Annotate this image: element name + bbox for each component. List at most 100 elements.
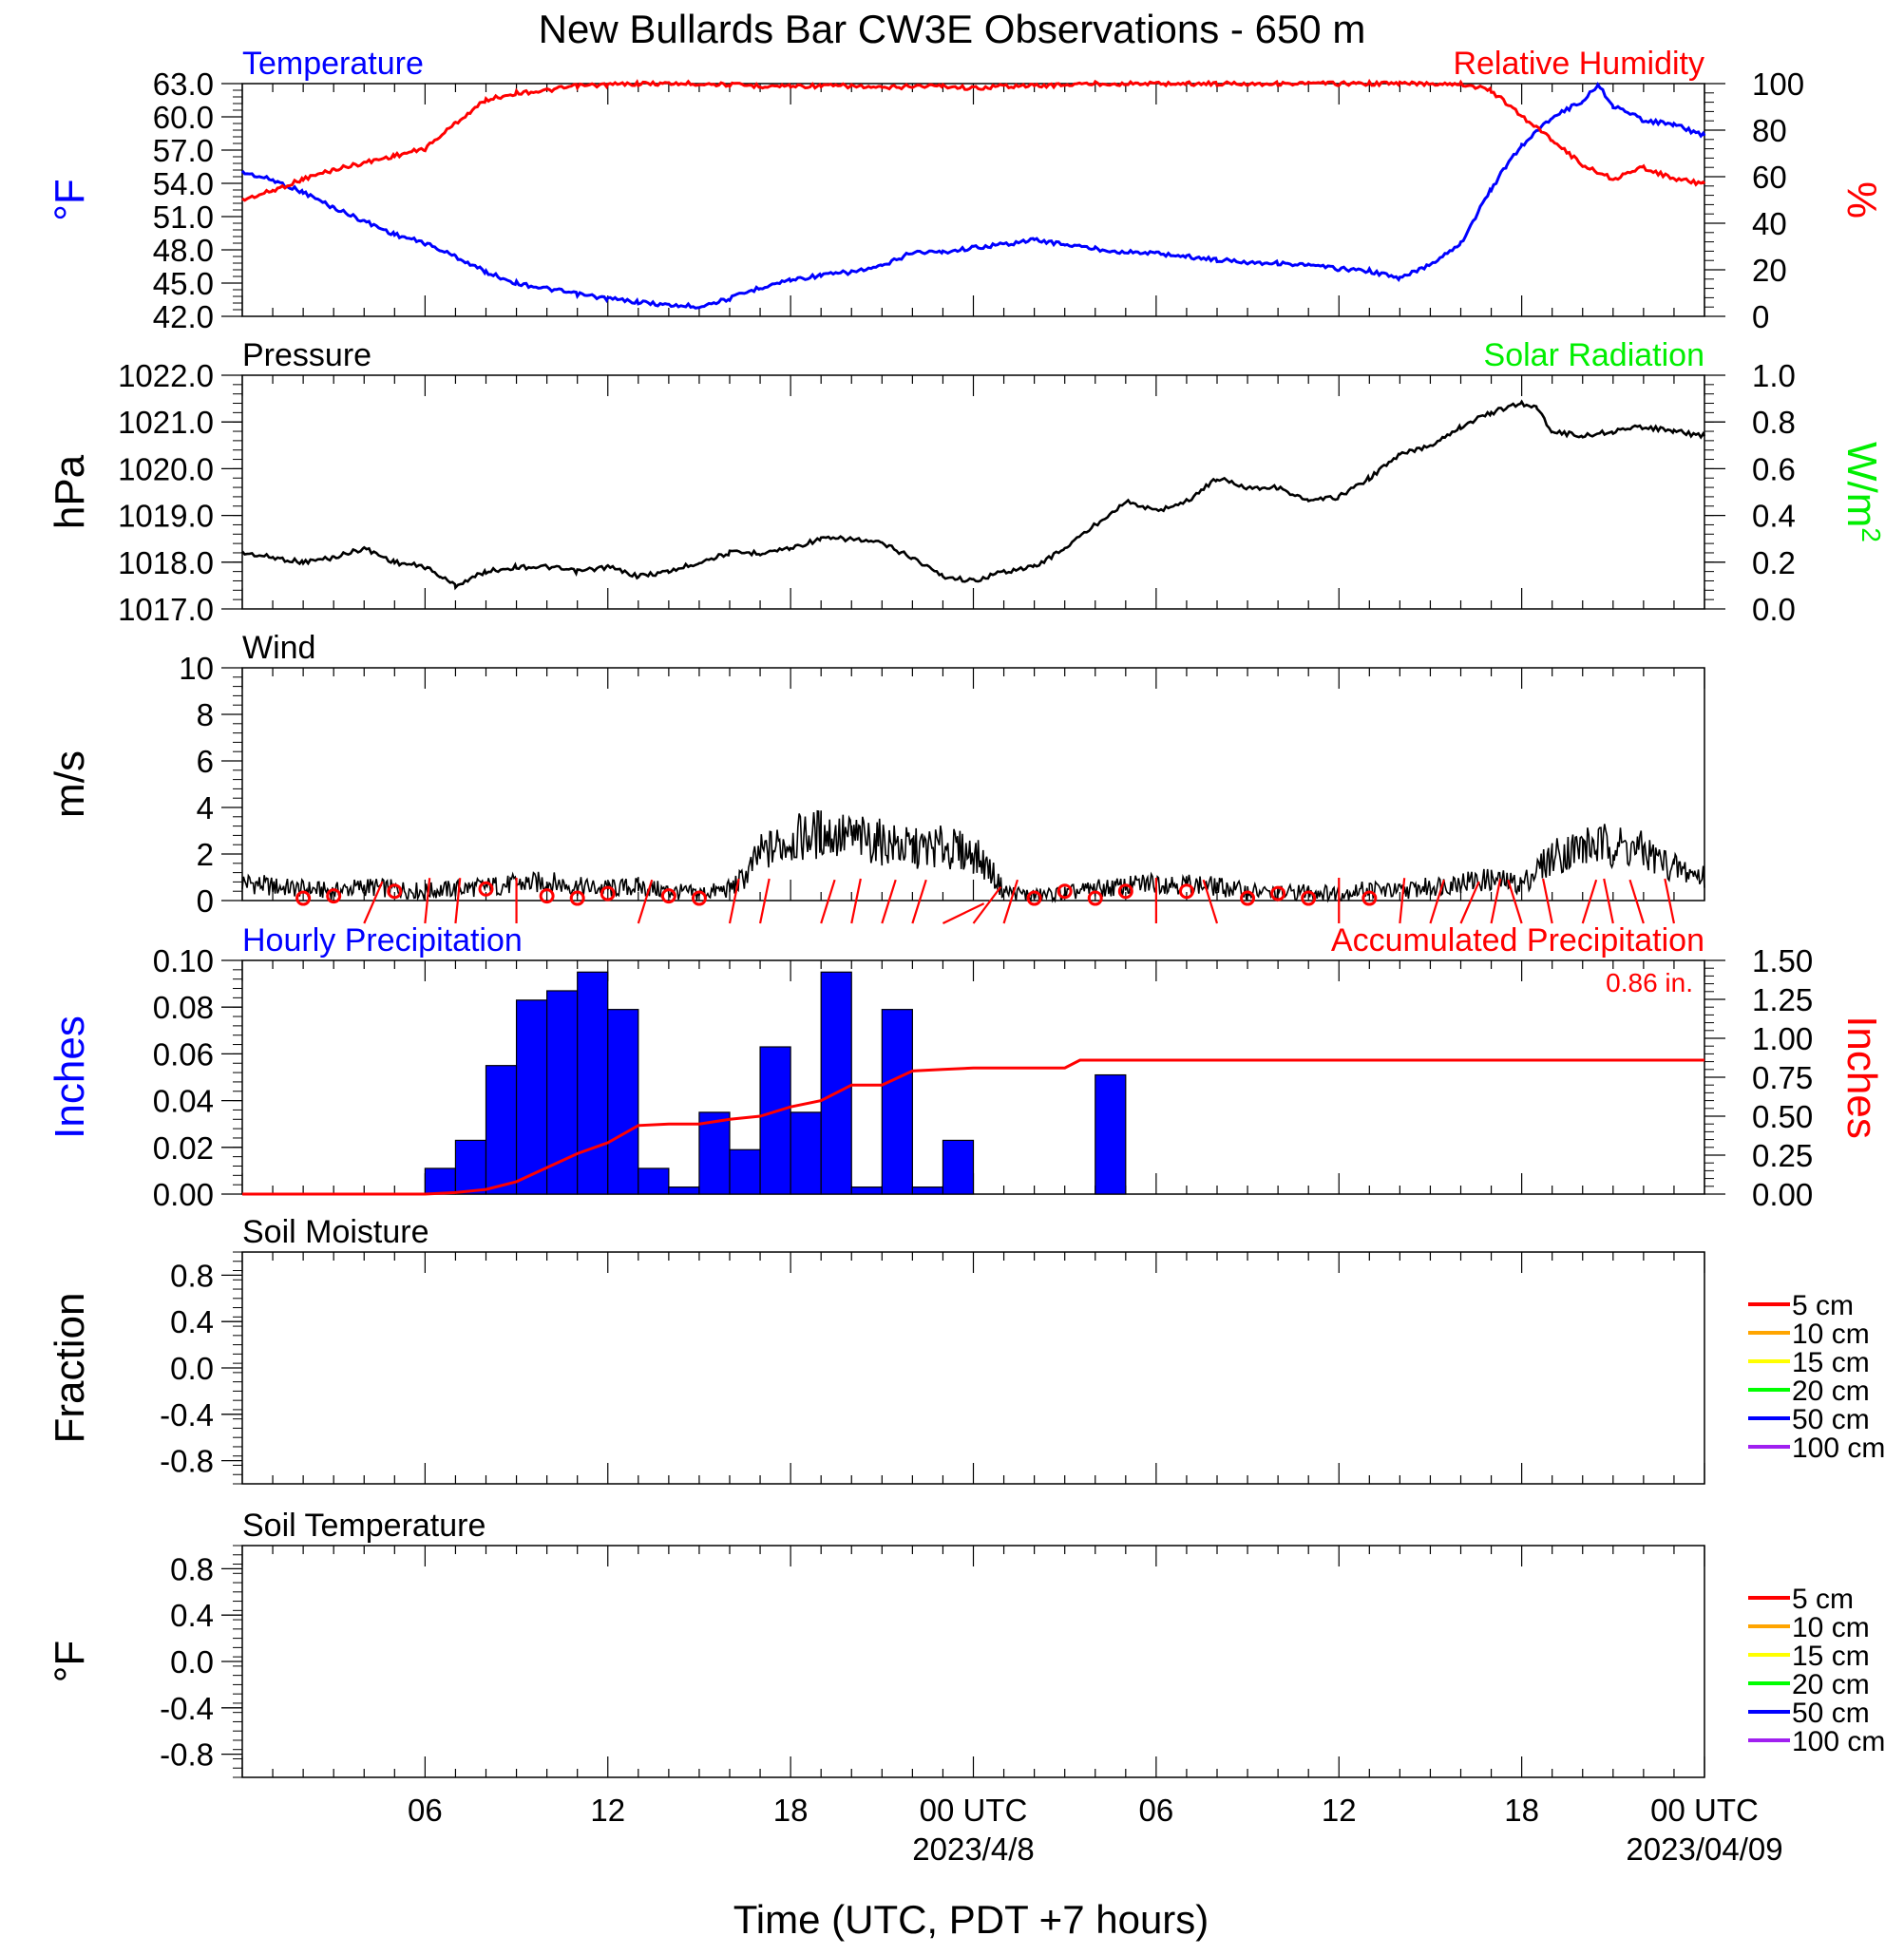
left-axis-label: Fraction bbox=[47, 1293, 93, 1444]
legend-label: 10 cm bbox=[1792, 1612, 1870, 1643]
right-axis-label-superscript: 2 bbox=[1857, 527, 1887, 542]
hourly-precip-bar bbox=[698, 1111, 731, 1195]
left-axis-label: hPa bbox=[47, 454, 93, 529]
right-tick-label: 1.0 bbox=[1752, 358, 1796, 393]
left-tick-label: 0.8 bbox=[170, 1551, 214, 1586]
hourly-precip-bar bbox=[850, 1186, 883, 1195]
wind-barb bbox=[1002, 879, 1019, 924]
wind-barb bbox=[1581, 879, 1598, 924]
hourly-precip-bar bbox=[454, 1139, 487, 1195]
left-tick-label: 1020.0 bbox=[118, 451, 214, 486]
left-tick-label: 0.06 bbox=[153, 1036, 214, 1072]
left-axis-label: °F bbox=[47, 1641, 93, 1682]
wind-barb bbox=[758, 878, 771, 924]
x-tick-label: 12 bbox=[590, 1793, 625, 1828]
right-tick-label: 0.2 bbox=[1752, 545, 1796, 580]
right-axis-label: Inches bbox=[1838, 1015, 1885, 1139]
wind-calm-marker bbox=[1117, 883, 1133, 900]
left-tick-label: 0.8 bbox=[170, 1258, 214, 1293]
hourly-precip-bar bbox=[1095, 1073, 1127, 1195]
panel-frame bbox=[241, 374, 1705, 610]
panel-right-title: Solar Radiation bbox=[1484, 337, 1704, 373]
hourly-precip-bar bbox=[729, 1148, 761, 1195]
wind-barb bbox=[454, 878, 462, 924]
wind-barb bbox=[1603, 878, 1614, 924]
right-tick-label: 0.8 bbox=[1752, 405, 1796, 440]
right-axis-label: W/m2 bbox=[1838, 442, 1887, 542]
x-tick-label: 00 UTC bbox=[1650, 1793, 1759, 1828]
left-axis-label: °F bbox=[47, 179, 93, 220]
hourly-precip-bar bbox=[668, 1186, 700, 1195]
left-tick-label: -0.8 bbox=[160, 1737, 214, 1773]
left-tick-label: 1019.0 bbox=[118, 499, 214, 534]
right-tick-label: 0.0 bbox=[1752, 592, 1796, 627]
legend-label: 100 cm bbox=[1792, 1433, 1885, 1464]
right-tick-label: 60 bbox=[1752, 160, 1787, 195]
pressure-solar-panel: 1017.0 1018.0 1019.0 1020.0 1021.0 1022.0 0.0 0… bbox=[47, 337, 1887, 627]
wind-calm-marker bbox=[387, 883, 403, 900]
left-tick-label: 0.0 bbox=[170, 1644, 214, 1680]
left-tick-label: 4 bbox=[197, 790, 214, 826]
hourly-precip-bar bbox=[515, 999, 548, 1195]
left-tick-label: 57.0 bbox=[153, 133, 214, 168]
left-tick-label: 10 bbox=[179, 651, 214, 686]
hourly-precip-bar bbox=[424, 1167, 457, 1195]
right-tick-label: 0.25 bbox=[1752, 1138, 1813, 1173]
hourly-precip-bar bbox=[881, 1009, 913, 1195]
hourly-precip-bar bbox=[546, 990, 579, 1195]
right-tick-label: 0.00 bbox=[1752, 1177, 1813, 1212]
left-tick-label: 6 bbox=[197, 744, 214, 779]
right-tick-label: 0 bbox=[1752, 299, 1769, 334]
wind-calm-marker bbox=[1057, 883, 1073, 900]
right-axis-label: % bbox=[1838, 181, 1885, 218]
left-axis-label: m/s bbox=[47, 750, 93, 818]
hourly-precip-bar bbox=[607, 1009, 639, 1195]
left-tick-label: 0.08 bbox=[153, 990, 214, 1025]
right-tick-label: 1.50 bbox=[1752, 943, 1813, 978]
wind-barb bbox=[1459, 881, 1480, 924]
left-tick-label: 51.0 bbox=[153, 199, 214, 235]
x-tick-label: 06 bbox=[1139, 1793, 1174, 1828]
wind-calm-marker bbox=[1361, 890, 1378, 906]
wind-barb bbox=[1542, 878, 1553, 924]
legend-label: 10 cm bbox=[1792, 1319, 1870, 1350]
wind-calm-marker bbox=[539, 888, 555, 904]
left-tick-label: 0.0 bbox=[170, 1351, 214, 1386]
humidity-line bbox=[241, 78, 1706, 202]
legend-label: 5 cm bbox=[1792, 1584, 1854, 1615]
legend-label: 15 cm bbox=[1792, 1347, 1870, 1378]
panel-left-title: Wind bbox=[242, 630, 315, 666]
x-date-label: 2023/04/09 bbox=[1626, 1832, 1782, 1867]
x-tick-label: 12 bbox=[1322, 1793, 1357, 1828]
left-tick-label: 1022.0 bbox=[118, 358, 214, 393]
panel-left-title: Temperature bbox=[242, 46, 424, 82]
x-date-label: 2023/4/8 bbox=[912, 1832, 1034, 1867]
left-tick-label: 42.0 bbox=[153, 299, 214, 334]
left-tick-label: 0.04 bbox=[153, 1084, 214, 1119]
legend-label: 5 cm bbox=[1792, 1290, 1854, 1321]
wind-barb bbox=[1628, 879, 1645, 924]
right-tick-label: 0.4 bbox=[1752, 499, 1796, 534]
legend-label: 15 cm bbox=[1792, 1641, 1870, 1672]
wind-barb bbox=[972, 885, 1002, 924]
wind-calm-marker bbox=[660, 888, 676, 904]
wind-barb bbox=[1429, 879, 1445, 924]
left-tick-label: 0.4 bbox=[170, 1304, 214, 1339]
precipitation-panel: 0.00 0.02 0.04 0.06 0.08 0.10 0.00 0.25 0.50 0.75… bbox=[47, 922, 1885, 1212]
right-tick-label: 80 bbox=[1752, 113, 1787, 148]
right-tick-label: 100 bbox=[1752, 66, 1804, 102]
legend-label: 100 cm bbox=[1792, 1726, 1885, 1757]
legend-label: 50 cm bbox=[1792, 1404, 1870, 1435]
accumulated-total-label: 0.86 in. bbox=[1606, 968, 1693, 997]
panel-frame bbox=[241, 1251, 1705, 1485]
wind-barb bbox=[1202, 879, 1219, 924]
wind-barb bbox=[637, 879, 654, 924]
wind-calm-marker bbox=[569, 890, 585, 906]
hourly-precip-bar bbox=[759, 1046, 791, 1195]
hourly-precip-bar bbox=[942, 1139, 975, 1195]
wind-calm-marker bbox=[1270, 885, 1286, 902]
wind-calm-marker bbox=[600, 885, 616, 902]
accumulated-precip-line bbox=[242, 1058, 1704, 1196]
panel-left-title: Soil Temperature bbox=[242, 1508, 486, 1544]
